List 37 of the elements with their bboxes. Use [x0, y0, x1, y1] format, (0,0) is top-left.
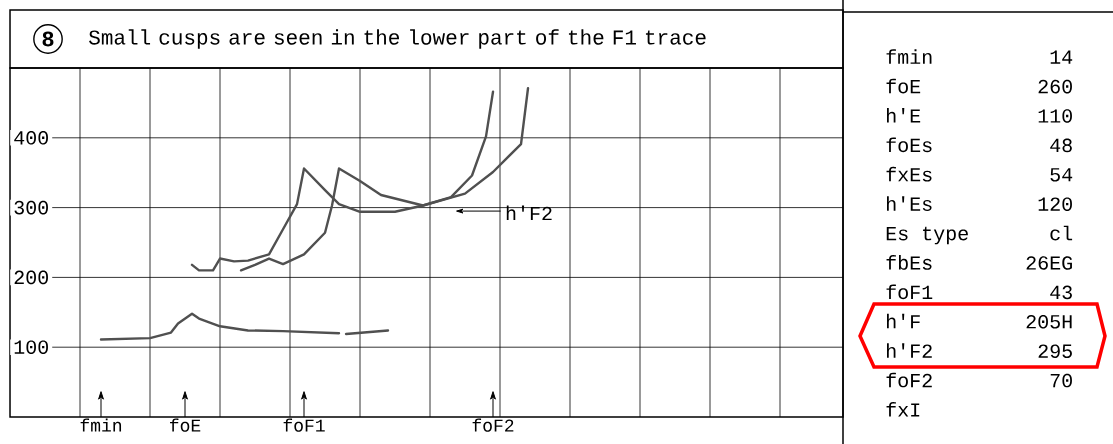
y-tick-label: 400: [14, 131, 48, 145]
text: cl: [1050, 225, 1073, 241]
x-tick-label: foF1: [283, 418, 325, 432]
category-label: h'Es: [887, 196, 932, 211]
category-label: fxEs: [886, 166, 932, 182]
x-tick-label: foE: [170, 418, 201, 432]
annotation: h'F2: [506, 205, 552, 221]
text: 14: [1050, 50, 1073, 64]
category-label: Es type: [886, 226, 968, 245]
text: 120: [1038, 197, 1072, 211]
text: 43: [1050, 285, 1072, 300]
line-series: [99, 312, 341, 341]
category-label: fmin: [886, 49, 932, 64]
text: 26EG: [1026, 256, 1072, 270]
text: 295: [1038, 344, 1072, 358]
y-tick-label: 100: [14, 340, 48, 354]
text: 48: [1050, 138, 1072, 153]
text: 110: [1038, 109, 1072, 123]
category-label: fxI: [886, 402, 920, 417]
category-label: foEs: [886, 137, 932, 153]
category-label: fbEs: [886, 255, 932, 270]
text: 260: [1038, 79, 1072, 94]
text: 70: [1050, 373, 1072, 388]
y-tick-label: 300: [14, 200, 48, 215]
category-label: h'E: [887, 108, 921, 123]
text: 205H: [1026, 315, 1072, 329]
x-tick-label: foF2: [472, 418, 514, 432]
category-label: foF1: [886, 284, 933, 300]
text: 54: [1050, 168, 1073, 182]
y-tick-label: 200: [14, 270, 48, 285]
category-label: h'F2: [887, 343, 932, 358]
category-label: foF2: [886, 372, 932, 388]
text: 8: [42, 31, 54, 47]
category-label: foE: [886, 78, 921, 94]
x-tick-label: fmin: [80, 418, 122, 432]
chart-title: Small cusps are seen in the lower part of the F1 trace: [89, 29, 706, 49]
category-label: h'F: [887, 313, 920, 329]
